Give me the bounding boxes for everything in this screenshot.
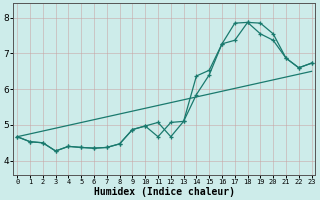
X-axis label: Humidex (Indice chaleur): Humidex (Indice chaleur) xyxy=(94,186,235,197)
